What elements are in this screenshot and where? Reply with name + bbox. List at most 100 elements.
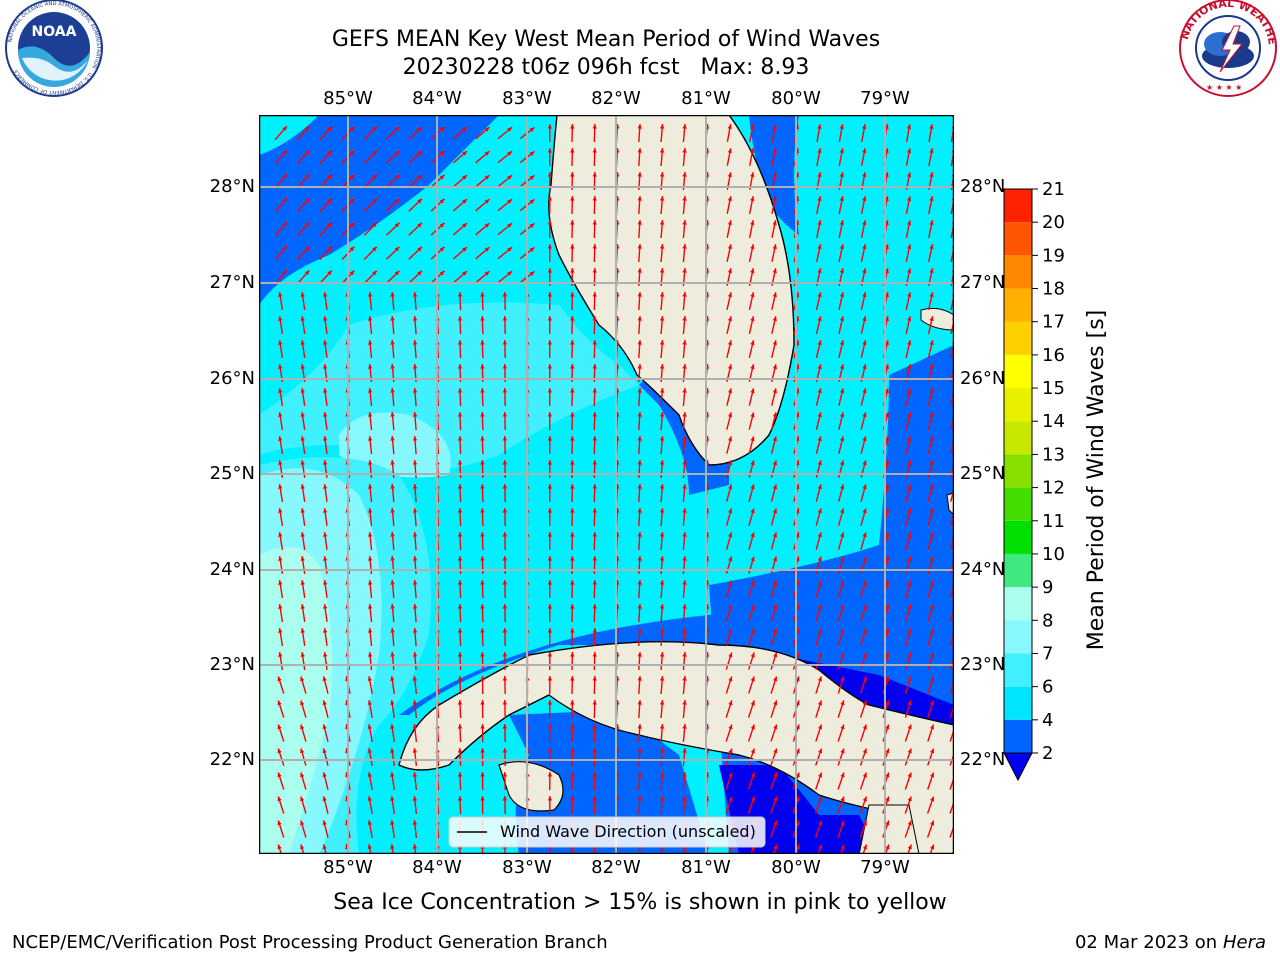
wave-direction-arrow [497, 222, 513, 236]
wave-direction-arrow [480, 531, 485, 551]
map-panel[interactable]: Wind Wave Direction (unscaled) [259, 115, 954, 854]
wave-direction-arrow [300, 315, 306, 335]
wave-direction-arrow [412, 603, 418, 623]
wave-direction-arrow [637, 435, 642, 455]
wave-direction-arrow [386, 174, 400, 188]
wave-direction-arrow [502, 627, 508, 647]
wave-direction-arrow [592, 651, 597, 671]
wave-direction-arrow [412, 651, 418, 671]
wave-direction-arrow [480, 747, 485, 767]
colorbar-tick-label: 10 [1042, 544, 1065, 565]
wave-direction-arrow [748, 532, 755, 550]
wave-direction-arrow [300, 820, 307, 838]
lon-label-bottom: 80°W [771, 857, 821, 878]
wave-direction-arrow [815, 484, 822, 502]
colorbar-tick-label: 16 [1042, 345, 1065, 366]
wave-direction-arrow [452, 150, 468, 164]
wave-direction-arrow [368, 531, 373, 551]
wave-direction-arrow [300, 579, 306, 599]
wave-direction-arrow [570, 147, 575, 167]
wave-direction-arrow [390, 339, 395, 359]
wave-direction-arrow [278, 531, 284, 551]
wave-direction-arrow [682, 699, 687, 719]
wave-direction-arrow [660, 315, 665, 335]
wave-direction-arrow [747, 796, 756, 814]
wave-direction-arrow [726, 388, 733, 406]
wave-direction-arrow [274, 221, 288, 237]
period-band-8-9 [259, 547, 333, 854]
wave-direction-arrow [904, 652, 912, 670]
wave-direction-arrow [926, 820, 935, 838]
wave-direction-arrow [457, 723, 463, 743]
wave-direction-arrow [815, 580, 822, 598]
wave-direction-arrow [682, 243, 687, 263]
wave-direction-arrow [815, 340, 822, 358]
footer-date: 02 Mar 2023 on Hera [1075, 932, 1266, 953]
wave-direction-arrow [748, 412, 755, 430]
wave-direction-arrow [547, 723, 552, 743]
wave-direction-arrow [502, 579, 508, 599]
wave-direction-arrow [748, 244, 755, 262]
wave-direction-arrow [319, 197, 333, 213]
wave-direction-arrow [592, 627, 597, 647]
wave-direction-arrow [570, 747, 575, 767]
colorbar-tick-label: 20 [1042, 212, 1065, 233]
wave-direction-arrow [386, 222, 400, 236]
wave-direction-arrow [637, 243, 642, 263]
wave-direction-arrow [815, 604, 822, 622]
nws-logo: NATIONAL WEATHER SERVICE ★ ★ ★ ★ [1176, 0, 1279, 97]
wave-direction-arrow [570, 675, 575, 695]
wave-direction-arrow [748, 316, 755, 334]
wave-direction-arrow [368, 603, 373, 623]
wave-direction-arrow [859, 700, 867, 718]
wave-direction-arrow [408, 270, 423, 284]
wave-direction-arrow [497, 198, 513, 212]
wave-direction-arrow [905, 532, 912, 550]
colorbar-tick-label: 11 [1042, 511, 1065, 532]
map-frame [259, 115, 954, 854]
wave-direction-arrow [547, 435, 552, 455]
wave-direction-arrow [502, 483, 508, 503]
wave-direction-arrow [637, 795, 642, 815]
wave-direction-arrow [390, 627, 395, 647]
colorbar-block [1004, 719, 1032, 753]
wave-direction-arrow [682, 339, 687, 359]
wave-direction-arrow [278, 435, 284, 455]
wave-direction-arrow [323, 604, 328, 622]
wave-direction-arrow [457, 651, 463, 671]
wave-direction-arrow [323, 388, 328, 406]
wave-direction-arrow [592, 195, 597, 215]
wave-direction-arrow [592, 243, 597, 263]
wave-direction-arrow [815, 724, 823, 742]
wave-direction-arrow [682, 123, 687, 143]
wave-direction-arrow [838, 196, 844, 214]
wave-direction-arrow [837, 796, 845, 814]
wave-direction-arrow [905, 220, 912, 238]
wave-direction-arrow [497, 150, 513, 164]
wave-direction-arrow [570, 387, 575, 407]
colorbar-tick-label: 7 [1042, 643, 1053, 664]
wave-direction-arrow [502, 795, 508, 815]
wave-direction-arrow [300, 676, 307, 694]
wave-direction-arrow [323, 508, 328, 526]
wave-direction-arrow [412, 435, 418, 455]
wave-direction-arrow [475, 222, 490, 236]
wave-direction-arrow [367, 699, 373, 719]
wave-direction-arrow [749, 123, 755, 143]
colorbar-tick-label: 15 [1042, 378, 1065, 399]
wave-direction-arrow [367, 819, 373, 839]
wave-direction-arrow [637, 531, 642, 551]
wave-direction-arrow [570, 219, 575, 239]
wave-direction-arrow [322, 820, 329, 838]
wave-direction-arrow [637, 315, 642, 335]
period-band-2-4-straits [399, 585, 954, 715]
wave-direction-arrow [323, 316, 328, 334]
wave-direction-arrow [682, 651, 687, 671]
colorbar-block [1004, 686, 1032, 720]
colorbar-tick-label: 4 [1042, 710, 1053, 731]
wave-direction-arrow [660, 579, 665, 599]
wave-direction-arrow [480, 723, 485, 743]
wave-direction-arrow [547, 339, 552, 359]
wave-direction-arrow [274, 269, 288, 285]
wave-direction-arrow [660, 123, 665, 143]
